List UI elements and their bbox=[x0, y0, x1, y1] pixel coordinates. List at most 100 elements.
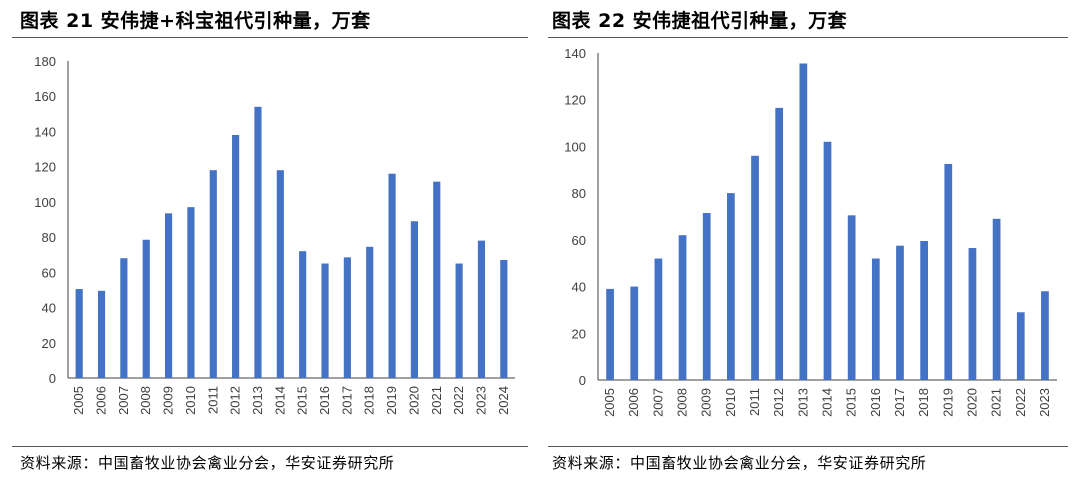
x-tick-label: 2009 bbox=[161, 386, 176, 415]
x-tick-label: 2008 bbox=[138, 386, 153, 415]
bar bbox=[968, 248, 977, 380]
x-tick-label: 2012 bbox=[228, 386, 243, 415]
bar-chart-right: 0 20 40 60 80 100 120 140 2005 2006 2007 2008 2009 20… bbox=[564, 46, 1057, 417]
x-tick-label: 2011 bbox=[747, 388, 762, 416]
source-note: 资料来源：中国畜牧业协会禽业分会，华安证券研究所 bbox=[20, 454, 395, 472]
bar bbox=[944, 163, 953, 380]
y-tick-label: 0 bbox=[579, 373, 586, 388]
bar bbox=[606, 288, 614, 380]
x-tick-label: 2015 bbox=[844, 388, 859, 417]
y-tick-label: 180 bbox=[34, 54, 56, 69]
bar bbox=[254, 106, 262, 378]
x-tick-label: 2012 bbox=[771, 388, 786, 417]
x-tick-label: 2020 bbox=[964, 388, 979, 417]
bar bbox=[1041, 291, 1049, 380]
bar bbox=[727, 193, 735, 380]
x-tick-label: 2009 bbox=[699, 388, 714, 417]
y-tick-label: 140 bbox=[34, 124, 56, 139]
chart-panel-left: 图表 21 安伟捷+科宝祖代引种量，万套 0 20 40 60 80 100 120 140 1… bbox=[12, 10, 528, 472]
x-tick-label: 2018 bbox=[362, 386, 377, 415]
x-tick-label: 2011 bbox=[205, 386, 220, 414]
y-tick-label: 80 bbox=[572, 186, 586, 201]
x-tick-label: 2016 bbox=[317, 386, 332, 415]
x-tick-label: 2015 bbox=[295, 386, 310, 415]
bar bbox=[142, 239, 150, 378]
bar bbox=[276, 170, 284, 378]
y-tick-label: 100 bbox=[34, 195, 56, 210]
x-tick-label: 2010 bbox=[183, 386, 198, 415]
x-tick-label: 2023 bbox=[1037, 388, 1052, 417]
bottom-divider bbox=[12, 446, 528, 447]
chart-panel-right: 图表 22 安伟捷祖代引种量，万套 0 20 40 60 80 100 120 140 2005… bbox=[540, 0, 1080, 482]
x-tick-label: 2016 bbox=[868, 388, 883, 417]
top-divider bbox=[12, 37, 528, 38]
x-tick-label: 2020 bbox=[406, 386, 421, 415]
bar bbox=[187, 207, 195, 378]
bar bbox=[97, 290, 106, 378]
bar bbox=[388, 173, 396, 378]
bar bbox=[209, 170, 217, 378]
x-tick-label: 2007 bbox=[116, 386, 131, 415]
chart-title: 图表 21 安伟捷+科宝祖代引种量，万套 bbox=[20, 10, 371, 32]
bar bbox=[165, 213, 173, 378]
bar bbox=[343, 257, 351, 378]
y-tick-label: 40 bbox=[572, 280, 586, 295]
bar bbox=[751, 155, 759, 380]
bar bbox=[702, 213, 711, 380]
y-tick-label: 60 bbox=[42, 265, 56, 280]
x-tick-label: 2005 bbox=[602, 388, 617, 417]
bar bbox=[678, 235, 687, 380]
bar bbox=[775, 107, 784, 380]
bar bbox=[992, 218, 1001, 380]
y-tick-label: 100 bbox=[564, 139, 586, 154]
bar bbox=[896, 245, 904, 380]
bar bbox=[799, 63, 808, 380]
y-tick-label: 20 bbox=[572, 326, 586, 341]
x-tick-label: 2013 bbox=[795, 388, 810, 417]
source-note: 资料来源：中国畜牧业协会禽业分会，华安证券研究所 bbox=[552, 454, 927, 472]
x-tick-label: 2005 bbox=[71, 386, 86, 415]
bar bbox=[1016, 312, 1025, 380]
bar bbox=[433, 181, 441, 378]
y-tick-label: 120 bbox=[564, 93, 586, 108]
x-tick-label: 2013 bbox=[250, 386, 265, 415]
x-tick-label: 2019 bbox=[940, 388, 955, 417]
bar bbox=[823, 141, 832, 380]
bar bbox=[232, 134, 240, 378]
x-tick-label: 2022 bbox=[1013, 388, 1028, 417]
x-tick-label: 2021 bbox=[989, 388, 1004, 417]
bottom-divider bbox=[548, 446, 1068, 447]
y-tick-label: 40 bbox=[42, 301, 56, 316]
chart-title: 图表 22 安伟捷祖代引种量，万套 bbox=[552, 10, 848, 32]
y-tick-label: 60 bbox=[572, 233, 586, 248]
x-tick-label: 2018 bbox=[916, 388, 931, 417]
top-divider bbox=[548, 37, 1068, 38]
bar bbox=[455, 263, 463, 378]
x-tick-label: 2010 bbox=[723, 388, 738, 417]
bar bbox=[299, 251, 307, 378]
y-tick-label: 0 bbox=[49, 371, 56, 386]
bar bbox=[366, 246, 374, 378]
bar bbox=[477, 240, 486, 378]
bar bbox=[654, 258, 663, 380]
bar bbox=[120, 258, 128, 378]
y-tick-label: 80 bbox=[42, 230, 56, 245]
x-tick-label: 2023 bbox=[473, 386, 488, 415]
bar bbox=[847, 215, 856, 380]
y-tick-label: 20 bbox=[42, 336, 56, 351]
bar bbox=[321, 263, 329, 378]
bar bbox=[410, 221, 418, 378]
x-tick-label: 2019 bbox=[384, 386, 399, 415]
x-tick-label: 2021 bbox=[429, 386, 444, 415]
y-tick-label: 140 bbox=[564, 46, 586, 61]
bar bbox=[871, 258, 880, 380]
x-tick-label: 2014 bbox=[820, 388, 835, 417]
x-tick-label: 2006 bbox=[94, 386, 109, 415]
x-tick-label: 2006 bbox=[626, 388, 641, 417]
y-tick-label: 120 bbox=[34, 160, 56, 175]
x-tick-label: 2024 bbox=[496, 386, 511, 415]
x-tick-label: 2017 bbox=[339, 386, 354, 415]
bar bbox=[500, 260, 508, 378]
bar bbox=[630, 286, 639, 380]
x-tick-label: 2017 bbox=[892, 388, 907, 417]
